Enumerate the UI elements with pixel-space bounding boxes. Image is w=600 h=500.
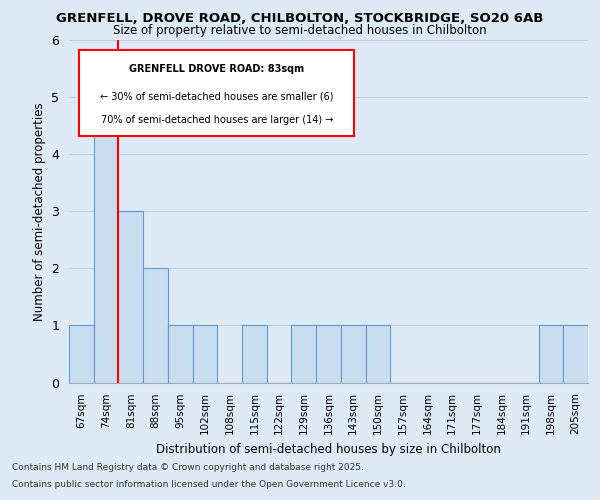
Bar	[539, 326, 563, 382]
Bar	[69, 326, 94, 382]
Bar	[242, 326, 267, 382]
Text: 70% of semi-detached houses are larger (14) →: 70% of semi-detached houses are larger (…	[101, 116, 333, 126]
Bar	[168, 326, 193, 382]
Text: GRENFELL DROVE ROAD: 83sqm: GRENFELL DROVE ROAD: 83sqm	[130, 64, 304, 74]
Text: GRENFELL, DROVE ROAD, CHILBOLTON, STOCKBRIDGE, SO20 6AB: GRENFELL, DROVE ROAD, CHILBOLTON, STOCKB…	[56, 12, 544, 26]
Bar	[341, 326, 365, 382]
Y-axis label: Number of semi-detached properties: Number of semi-detached properties	[33, 102, 46, 320]
Bar	[316, 326, 341, 382]
Bar	[292, 326, 316, 382]
Bar	[365, 326, 390, 382]
Bar	[94, 97, 118, 382]
Bar	[143, 268, 168, 382]
Text: ← 30% of semi-detached houses are smaller (6): ← 30% of semi-detached houses are smalle…	[100, 92, 334, 102]
Bar	[118, 211, 143, 382]
Bar	[563, 326, 588, 382]
Bar	[193, 326, 217, 382]
Text: Size of property relative to semi-detached houses in Chilbolton: Size of property relative to semi-detach…	[113, 24, 487, 37]
Text: Contains public sector information licensed under the Open Government Licence v3: Contains public sector information licen…	[12, 480, 406, 489]
FancyBboxPatch shape	[79, 50, 355, 136]
X-axis label: Distribution of semi-detached houses by size in Chilbolton: Distribution of semi-detached houses by …	[156, 442, 501, 456]
Text: Contains HM Land Registry data © Crown copyright and database right 2025.: Contains HM Land Registry data © Crown c…	[12, 464, 364, 472]
